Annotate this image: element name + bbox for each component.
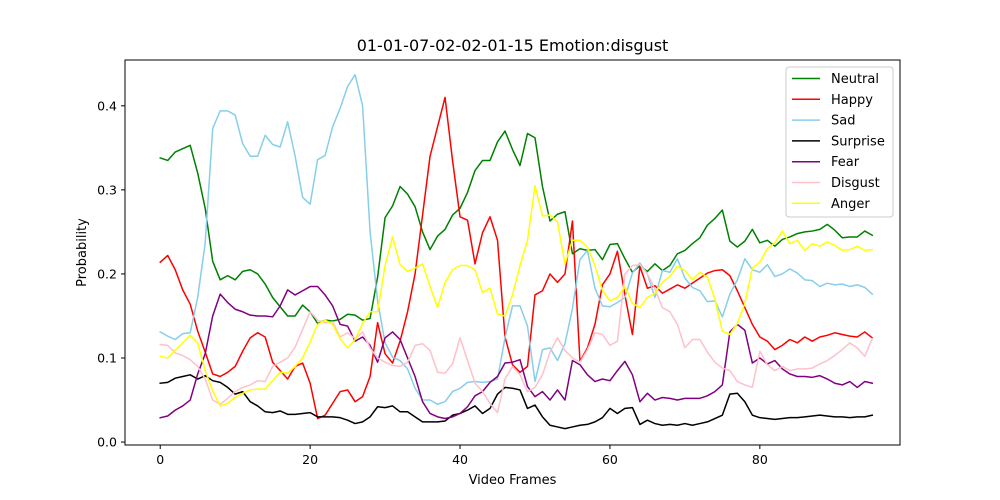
y-tick-label: 0.1 [97, 350, 117, 365]
legend-label-surprise: Surprise [831, 134, 885, 149]
series-line-fear [159, 285, 874, 420]
series-lines [159, 73, 874, 430]
series-line-disgust [159, 263, 874, 414]
y-tick-label: 0.3 [97, 182, 117, 197]
legend-label-sad: Sad [831, 114, 855, 129]
legend-label-disgust: Disgust [831, 176, 880, 191]
x-tick-label: 80 [752, 452, 768, 467]
legend-label-neutral: Neutral [831, 72, 879, 87]
y-axis-ticks: 0.0 0.1 0.2 0.3 0.4 [97, 98, 125, 450]
series-line-neutral [159, 130, 874, 325]
x-tick-label: 0 [156, 452, 164, 467]
y-axis-label: Probability [75, 218, 90, 287]
legend-box [785, 66, 894, 218]
legend-label-happy: Happy [831, 93, 873, 108]
series-line-anger [159, 184, 874, 407]
series-line-surprise [159, 374, 874, 430]
legend: Neutral Happy Sad Surprise Fear Disgust Anger [785, 66, 894, 218]
x-tick-label: 20 [302, 452, 318, 467]
x-axis-ticks: 0 20 40 60 80 [156, 445, 768, 467]
x-axis-label: Video Frames [469, 473, 557, 488]
series-line-happy [159, 96, 874, 420]
plot-area-frame [124, 59, 901, 446]
chart-title: 01-01-07-02-02-01-15 Emotion:disgust [357, 36, 669, 55]
y-tick-label: 0.4 [97, 98, 117, 113]
x-tick-label: 60 [602, 452, 618, 467]
y-tick-label: 0.2 [97, 266, 117, 281]
x-tick-label: 40 [452, 452, 468, 467]
y-tick-label: 0.0 [97, 435, 117, 450]
series-line-sad [159, 73, 874, 405]
legend-label-anger: Anger [831, 197, 870, 212]
legend-label-fear: Fear [831, 155, 860, 170]
